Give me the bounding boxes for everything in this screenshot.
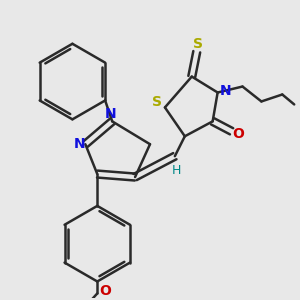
Text: O: O: [99, 284, 111, 298]
Text: N: N: [74, 137, 85, 151]
Text: N: N: [220, 83, 231, 98]
Text: S: S: [152, 95, 162, 110]
Text: H: H: [172, 164, 182, 177]
Text: O: O: [232, 127, 244, 141]
Text: S: S: [193, 37, 203, 51]
Text: N: N: [104, 107, 116, 122]
